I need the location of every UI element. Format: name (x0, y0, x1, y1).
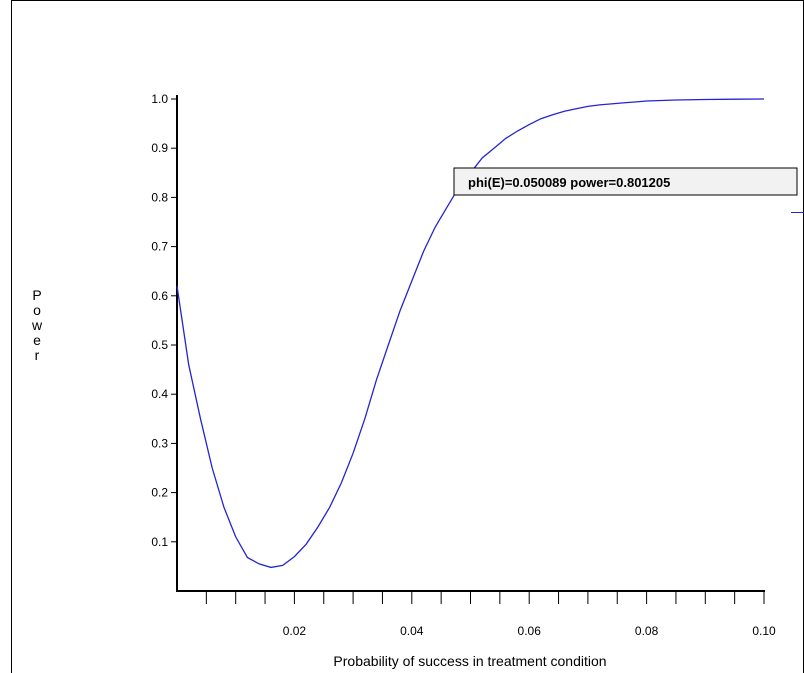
y-tick-label: 0.6 (151, 289, 168, 303)
x-tick-label: 0.10 (752, 624, 776, 638)
y-axis-title-letter: o (33, 302, 41, 318)
y-axis-title-letter: e (33, 332, 41, 348)
y-axis-title-letter: w (31, 317, 43, 333)
y-tick-label: 0.5 (151, 338, 168, 352)
y-tick-label: 0.9 (151, 141, 168, 155)
x-tick-label: 0.08 (635, 624, 659, 638)
y-tick-label: 1.0 (151, 92, 168, 106)
x-tick-label: 0.04 (400, 624, 424, 638)
y-tick-label: 0.7 (151, 240, 168, 254)
y-axis-ticks: 0.1 0.2 0.3 0.4 0.5 0.6 0.7 0.8 0.9 1.0 (151, 92, 177, 549)
x-axis-title: Probability of success in treatment cond… (333, 653, 606, 669)
cursor-readout: phi(E)=0.050089 power=0.801205 (454, 168, 797, 195)
y-tick-label: 0.1 (151, 535, 168, 549)
y-axis-title-letter: r (35, 347, 40, 363)
y-tick-label: 0.4 (151, 387, 168, 401)
readout-text: phi(E)=0.050089 power=0.801205 (468, 175, 670, 190)
x-axis-ticks: 0.02 0.04 0.06 0.08 0.10 (206, 591, 776, 638)
y-axis-title-letter: P (32, 287, 41, 303)
x-tick-label: 0.02 (283, 624, 307, 638)
y-tick-label: 0.2 (151, 486, 168, 500)
x-tick-label: 0.06 (518, 624, 542, 638)
y-tick-label: 0.3 (151, 436, 168, 450)
y-tick-label: 0.8 (151, 190, 168, 204)
